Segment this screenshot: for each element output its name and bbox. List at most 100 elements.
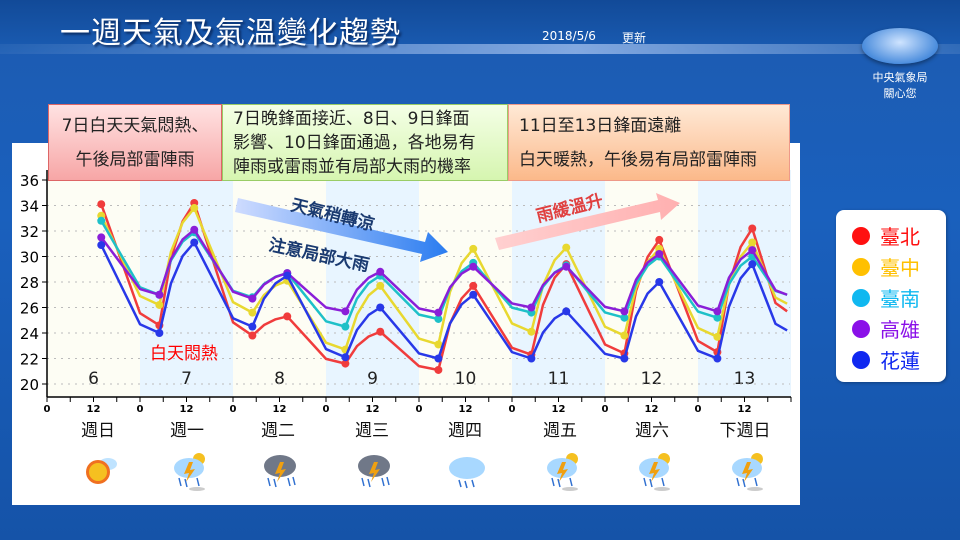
- data-point: [620, 313, 629, 322]
- weekday-label: 週六: [635, 421, 669, 441]
- header-band: [0, 0, 960, 52]
- data-point: [97, 200, 106, 209]
- legend-label: 臺南: [880, 287, 920, 311]
- annotation-hot: 白天悶熱: [150, 344, 218, 364]
- cooling-arrow: [235, 198, 448, 262]
- thunderstorm-dark-icon: [352, 448, 396, 492]
- data-point: [190, 204, 199, 213]
- thunderstorm-sun-icon: [540, 448, 584, 492]
- data-point: [748, 224, 757, 233]
- data-point: [155, 300, 164, 309]
- day-label: 8: [274, 369, 285, 389]
- data-point: [97, 241, 106, 250]
- legend: 臺北 臺中 臺南 高雄 花蓮: [836, 210, 946, 382]
- day-label: 6: [88, 369, 99, 389]
- data-point: [469, 290, 478, 299]
- data-point: [620, 354, 629, 363]
- day-label: 13: [734, 369, 756, 389]
- cwb-logo: [862, 28, 938, 64]
- data-point: [283, 271, 292, 280]
- legend-item: 花蓮: [852, 344, 946, 375]
- x-tick-label: 12: [459, 404, 473, 415]
- x-tick-label: 12: [366, 404, 380, 415]
- legend-label: 高雄: [880, 318, 920, 342]
- y-tick-label: 30: [20, 249, 39, 267]
- page-title: 一週天氣及氣溫變化趨勢: [60, 16, 401, 51]
- weekday-label: 週五: [543, 421, 577, 441]
- data-point: [469, 262, 478, 271]
- data-point: [655, 235, 664, 244]
- series-花蓮: [97, 238, 788, 363]
- data-point: [248, 331, 257, 340]
- legend-item: 臺中: [852, 251, 946, 282]
- y-tick-label: 22: [20, 351, 39, 369]
- x-tick-label: 12: [738, 404, 752, 415]
- cloudy-rain-icon: [445, 448, 489, 492]
- data-point: [748, 260, 757, 269]
- data-point: [748, 246, 757, 255]
- agency-line-1: 中央氣象局: [872, 71, 928, 84]
- data-point: [713, 307, 722, 316]
- data-point: [713, 354, 722, 363]
- x-tick-label: 0: [137, 404, 144, 415]
- y-tick-label: 24: [20, 325, 39, 343]
- data-point: [434, 308, 443, 317]
- day-label: 11: [548, 369, 570, 389]
- data-point: [376, 267, 385, 276]
- note-line: 7日晚鋒面接近、8日、9日鋒面: [233, 108, 470, 129]
- data-point: [376, 281, 385, 290]
- x-tick-label: 12: [273, 404, 287, 415]
- legend-dot-icon: [852, 288, 870, 307]
- data-point: [713, 332, 722, 341]
- series-line: [100, 201, 788, 372]
- note-line: 7日白天天氣悶熱、: [61, 115, 209, 136]
- agency-text: 中央氣象局 關心您: [860, 70, 940, 102]
- data-point: [655, 249, 664, 258]
- thunderstorm-sun-icon: [725, 448, 769, 492]
- data-point: [434, 365, 443, 374]
- legend-dot-icon: [852, 350, 870, 369]
- data-point: [155, 290, 164, 299]
- warming-arrow: [495, 193, 680, 250]
- data-point: [713, 313, 722, 322]
- data-point: [341, 307, 350, 316]
- legend-dot-icon: [852, 257, 870, 276]
- data-point: [434, 340, 443, 349]
- weekday-label: 週日: [81, 421, 115, 441]
- data-point: [434, 354, 443, 363]
- note-box-1: 7日白天天氣悶熱、 午後局部雷陣雨: [48, 104, 222, 181]
- legend-item: 臺南: [852, 282, 946, 313]
- data-point: [190, 225, 199, 234]
- x-tick-label: 0: [602, 404, 609, 415]
- data-point: [655, 278, 664, 286]
- legend-item: 高雄: [852, 313, 946, 344]
- thunderstorm-sun-icon: [167, 448, 211, 492]
- x-tick-label: 12: [180, 404, 194, 415]
- data-point: [376, 303, 385, 312]
- data-point: [341, 353, 350, 362]
- x-tick-label: 0: [695, 404, 702, 415]
- note-line: 影響、10日鋒面通過，各地易有: [233, 132, 476, 153]
- x-tick-label: 12: [645, 404, 659, 415]
- data-point: [248, 322, 257, 331]
- legend-label: 臺中: [880, 256, 920, 280]
- y-tick-label: 34: [20, 198, 39, 216]
- data-point: [190, 238, 199, 247]
- series-line: [100, 228, 788, 314]
- legend-dot-icon: [852, 319, 870, 338]
- day-band: [698, 170, 791, 396]
- weekday-label: 週四: [448, 421, 482, 441]
- data-point: [469, 244, 478, 253]
- data-point: [283, 312, 292, 321]
- thunderstorm-sun-icon: [632, 448, 676, 492]
- legend-label: 花蓮: [880, 349, 920, 373]
- thunderstorm-dark-icon: [258, 448, 302, 492]
- data-point: [97, 233, 106, 242]
- x-tick-label: 0: [323, 404, 330, 415]
- header-swoosh: [0, 44, 960, 54]
- day-label: 7: [181, 369, 192, 389]
- data-point: [248, 294, 257, 303]
- y-tick-label: 32: [20, 223, 39, 241]
- update-date: 2018/5/6: [542, 29, 596, 43]
